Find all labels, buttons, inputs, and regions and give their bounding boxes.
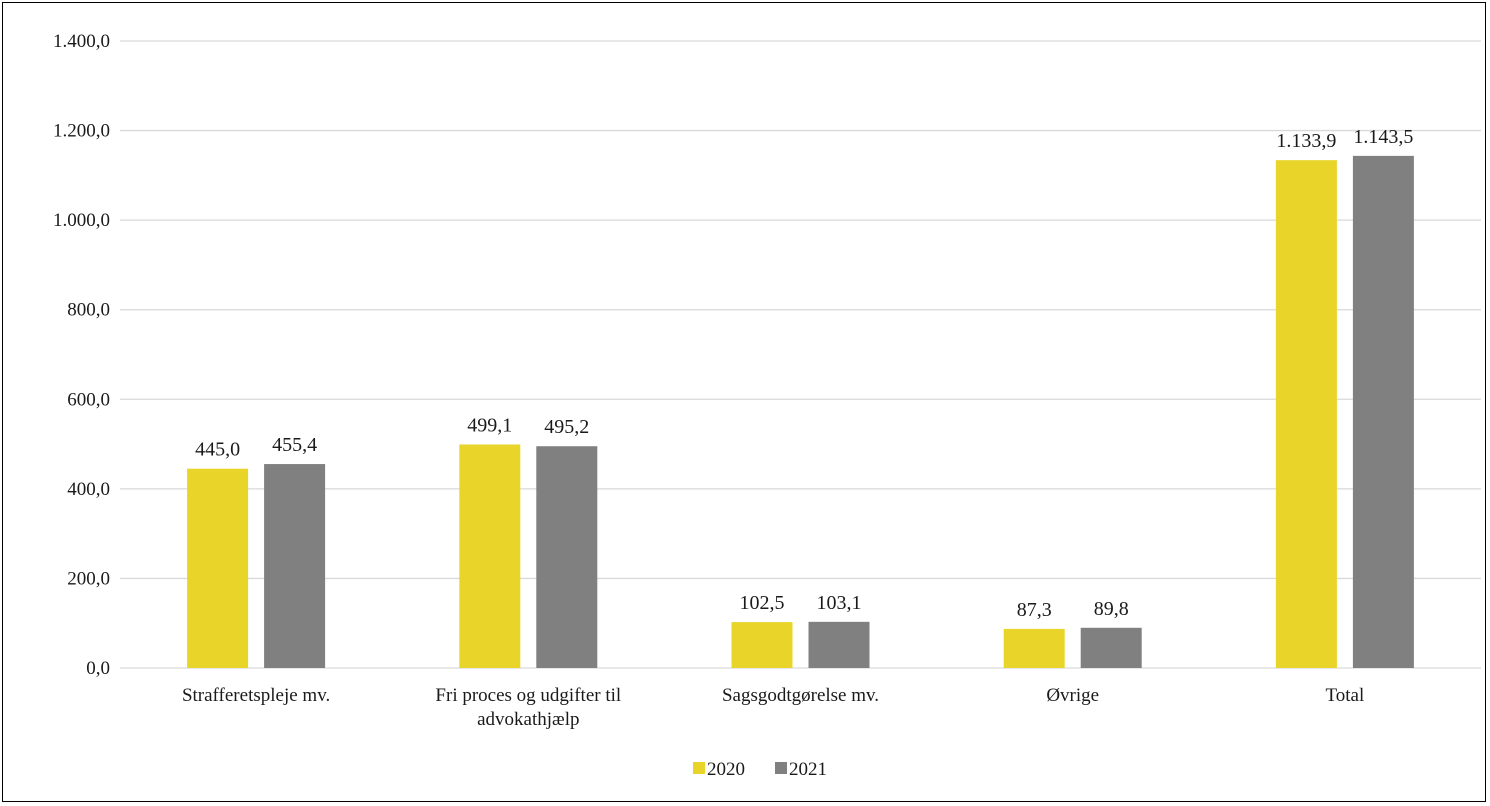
legend-label-2021: 2021: [789, 759, 827, 780]
y-tick-label: 1.200,0: [53, 121, 110, 142]
x-category-label: Fri proces og udgifter til: [435, 685, 621, 706]
data-labels: 445,0 455,4 499,1 495,2 102,5 103,1 87,3 89,8 1.…: [195, 126, 1413, 621]
y-tick-label: 800,0: [67, 300, 110, 321]
x-axis-categories: Strafferetspleje mv. Fri proces og udgift…: [182, 685, 1364, 730]
gridlines: [120, 40, 1481, 669]
x-category-label: Sagsgodtgørelse mv.: [722, 685, 879, 706]
y-tick-label: 0,0: [86, 658, 110, 679]
bar-2020: [187, 468, 249, 668]
bar-2020: [731, 622, 793, 668]
x-category-label: Øvrige: [1046, 685, 1099, 706]
data-label-2021: 495,2: [544, 416, 589, 438]
data-label-2021: 103,1: [817, 592, 862, 614]
bar-2021: [808, 621, 870, 668]
bar-2020: [1003, 628, 1065, 668]
bar-2021: [1080, 627, 1142, 668]
legend-label-2020: 2020: [707, 759, 745, 780]
data-label-2020: 445,0: [195, 439, 240, 461]
x-category-label: advokathjælp: [477, 709, 579, 730]
data-label-2021: 89,8: [1094, 598, 1129, 620]
data-label-2021: 1.143,5: [1353, 126, 1413, 148]
y-tick-label: 400,0: [67, 479, 110, 500]
x-category-label: Total: [1326, 685, 1365, 706]
bar-2021: [1352, 155, 1414, 668]
y-tick-label: 200,0: [67, 568, 110, 589]
legend-swatch-2021: [775, 762, 787, 774]
legend-swatch-2020: [693, 762, 705, 774]
y-tick-label: 600,0: [67, 389, 110, 410]
bar-2021: [264, 464, 326, 668]
x-category-label: Strafferetspleje mv.: [182, 685, 330, 706]
y-axis-ticks: 0,0 200,0 400,0 600,0 800,0 1.000,0 1.200,0 1.4…: [53, 31, 110, 679]
bar-2020: [459, 444, 521, 668]
y-tick-label: 1.000,0: [53, 210, 110, 231]
bars: [187, 155, 1414, 668]
data-label-2021: 455,4: [272, 434, 317, 456]
bar-2021: [536, 446, 598, 668]
bar-2020: [1275, 160, 1337, 668]
data-label-2020: 499,1: [467, 414, 512, 436]
data-label-2020: 1.133,9: [1276, 130, 1336, 152]
y-tick-label: 1.400,0: [53, 31, 110, 52]
data-label-2020: 102,5: [740, 592, 785, 614]
bar-chart: 0,0 200,0 400,0 600,0 800,0 1.000,0 1.200,0 1.4…: [53, 31, 1481, 780]
legend: 2020 2021: [693, 759, 827, 780]
data-label-2020: 87,3: [1017, 599, 1052, 621]
